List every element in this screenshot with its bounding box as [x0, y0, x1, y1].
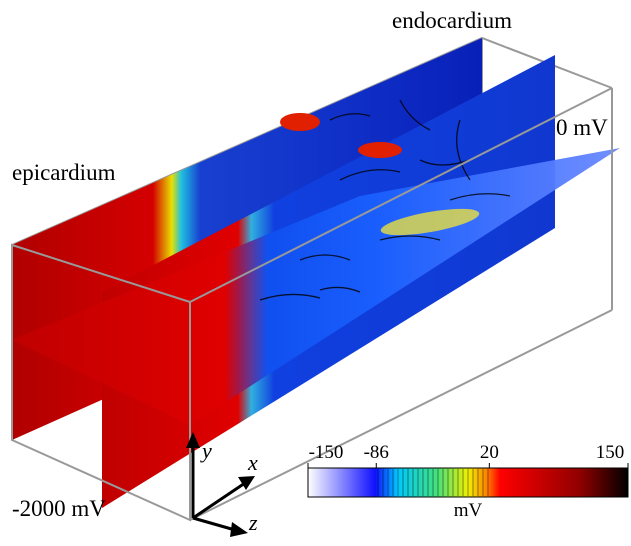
hot-spot [358, 142, 402, 158]
top-potential-label: 0 mV [556, 115, 608, 140]
bottom-potential-label: -2000 mV [12, 496, 106, 521]
figure: endocardium epicardium 0 mV -2000 mV y x… [0, 0, 631, 546]
axes-glyph [186, 432, 255, 537]
colorbar-tick-label: -150 [309, 442, 344, 463]
colorbar-tick-label: 150 [596, 442, 625, 463]
z-axis-label: z [248, 510, 258, 535]
x-axis-label: x [247, 450, 258, 475]
colorbar-tick-label: -86 [364, 442, 389, 463]
colorbar-ticks: -150 -86 20 150 [308, 442, 628, 468]
y-axis-label: y [200, 438, 212, 463]
colorbar-tick-label: 20 [480, 442, 499, 463]
colorbar-label: mV [454, 500, 483, 521]
page: endocardium epicardium 0 mV -2000 mV y x… [0, 0, 631, 546]
hot-spot [280, 113, 320, 131]
endocardium-label: endocardium [392, 8, 512, 33]
epicardium-label: epicardium [12, 160, 116, 185]
